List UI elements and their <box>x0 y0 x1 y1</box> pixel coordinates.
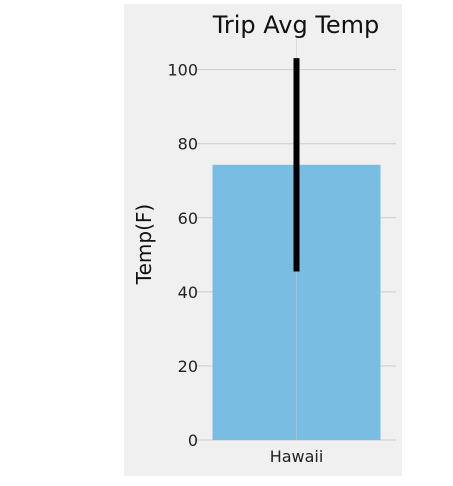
y-tick-label: 40 <box>178 283 198 302</box>
y-tick-label: 60 <box>178 209 198 228</box>
y-tick-label: 80 <box>178 135 198 154</box>
y-tick-label: 20 <box>178 357 198 376</box>
y-tick-labels: 0 20 40 60 80 100 <box>167 61 198 450</box>
y-tick-label: 100 <box>167 61 198 80</box>
x-tick-label: Hawaii <box>270 447 324 466</box>
chart-title: Trip Avg Temp <box>212 11 380 39</box>
y-tick-label: 0 <box>188 431 198 450</box>
y-axis-label: Temp(F) <box>132 204 156 285</box>
x-tick-labels: Hawaii <box>270 447 324 466</box>
